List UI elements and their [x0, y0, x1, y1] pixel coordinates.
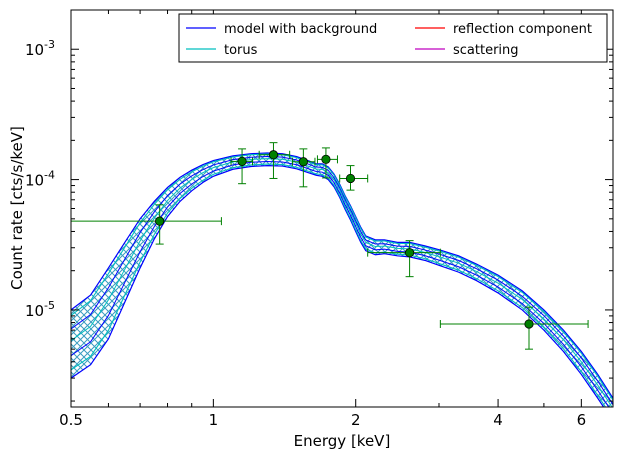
data-points	[70, 142, 589, 350]
data-point-8	[439, 306, 589, 350]
model-mid-upper-curve	[71, 156, 613, 405]
data-marker	[404, 248, 415, 258]
legend-entry-torus: torus	[224, 43, 258, 58]
x-tick-label: 0.5	[59, 411, 83, 429]
model-curves	[71, 152, 613, 407]
torus-upper-curve	[71, 153, 613, 401]
legend-entry-reflection: reflection component	[453, 22, 592, 37]
data-marker	[321, 154, 331, 164]
legend: model with background torus reflection c…	[178, 13, 608, 63]
y-tick-label: 10-5	[25, 299, 55, 320]
axis-ticks: 0.5 1 2 4 6 10-5 10-4 10-3	[25, 9, 614, 429]
data-point-7	[367, 240, 441, 278]
data-point-4	[291, 148, 316, 188]
data-point-6	[339, 165, 369, 191]
y-tick-label: 10-4	[25, 169, 55, 190]
data-marker	[237, 156, 247, 166]
model-mid-lower-curve	[71, 160, 610, 407]
model-lower-curve	[71, 165, 605, 407]
x-tick-label: 6	[577, 411, 587, 429]
x-tick-label: 1	[209, 411, 219, 429]
torus-mid-curve	[71, 158, 613, 407]
x-axis-label: Energy [keV]	[294, 432, 391, 450]
data-point-2	[230, 148, 254, 185]
data-marker	[298, 157, 308, 167]
y-axis-label: Count rate [cts/s/keV]	[8, 126, 26, 290]
x-tick-label: 4	[493, 411, 503, 429]
y-tick-label: 10-3	[25, 38, 55, 59]
data-marker	[268, 150, 279, 160]
data-marker	[524, 319, 534, 329]
legend-entry-model: model with background	[224, 22, 377, 37]
plot-area	[71, 152, 613, 407]
data-point-5	[316, 147, 338, 179]
x-tick-label: 2	[351, 411, 361, 429]
data-marker	[345, 173, 356, 184]
legend-box	[178, 13, 608, 63]
legend-entry-scattering: scattering	[453, 43, 519, 58]
data-point-3	[258, 142, 291, 179]
torus-lower-curve	[71, 163, 607, 407]
data-marker	[155, 216, 165, 226]
